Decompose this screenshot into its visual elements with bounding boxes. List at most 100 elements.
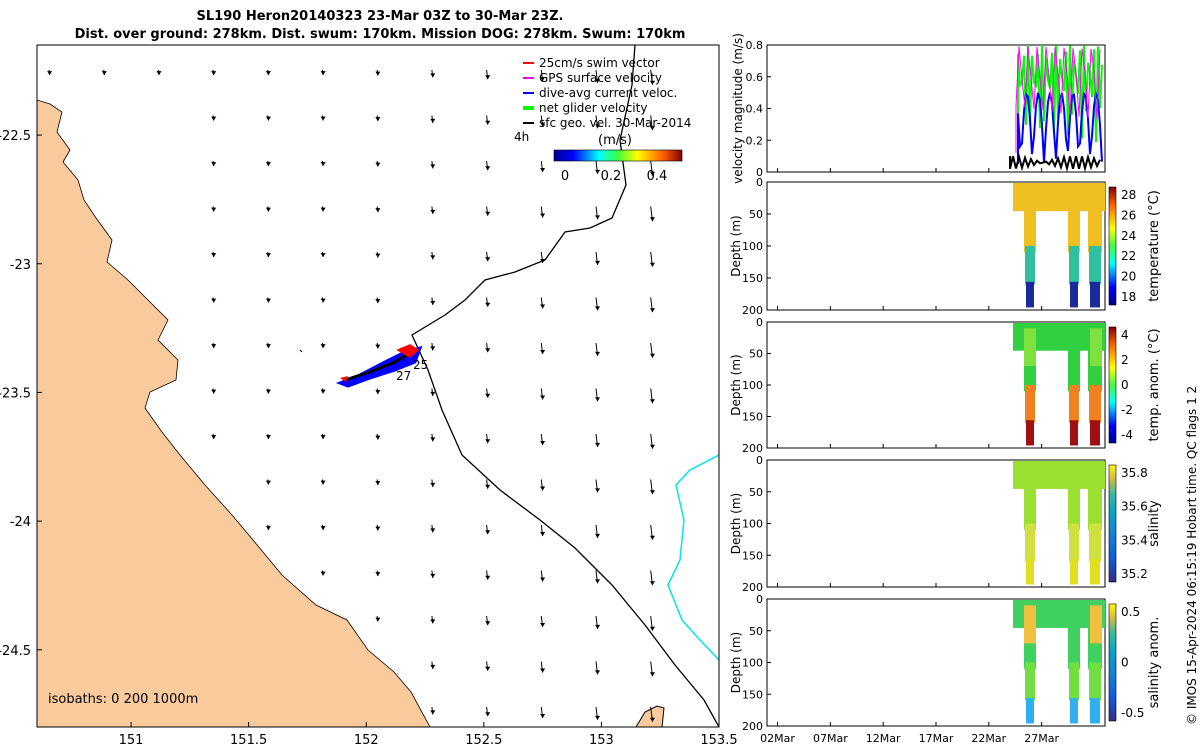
sfc-arrow-head [485,120,491,125]
sfc-arrow-head [595,260,601,265]
panel-ylabel: Depth (m) [729,354,743,415]
profile-column-mid [1025,523,1035,562]
sfc-arrow-head [375,435,381,440]
sfc-arrow-head [375,344,381,349]
panel-ytick-label: 100 [742,657,763,670]
panel-colorbar-tick: -2 [1121,403,1133,417]
time-tick-label: 22Mar [971,732,1006,745]
panel-ytick-label: 0 [756,454,763,467]
sfc-arrow-head [211,116,217,121]
sfc-arrow-head [430,573,436,578]
profile-column-mid [1025,246,1035,285]
sfc-arrow-head [430,664,436,669]
sfc-arrow-head [265,116,271,121]
time-tick-label: 12Mar [866,732,901,745]
sfc-arrow-head [540,395,546,400]
map-ytick-label: -22.5 [0,129,31,144]
sfc-arrow-head [595,715,601,720]
panel-colorbar-tick: -4 [1121,428,1133,442]
time-tick-label: 02Mar [760,732,795,745]
colorbar-tick: 0 [561,169,569,184]
sfc-arrow-head [320,344,326,349]
profile-column-upper [1088,207,1102,253]
sfc-arrow-head [430,164,436,169]
sfc-arrow-head [540,350,546,355]
sfc-arrow-head [265,298,271,303]
sfc-arrow-head [430,300,436,305]
profile-column-deep [1090,281,1100,308]
sfc-arrow-head [485,393,491,398]
sfc-arrow-head [211,344,217,349]
panel-colorbar-tick: 4 [1121,328,1129,342]
profile-anom-core [1024,328,1036,367]
glider-track [299,344,423,388]
sfc-arrow-head [430,391,436,396]
sfc-arrow-head [540,623,546,628]
sfc-arrow-head [595,215,601,220]
sfc-arrow-head [540,304,546,309]
sfc-arrow-head [430,710,436,715]
panel-colorbar-label: salinity anom. [1147,617,1162,709]
map-ytick-label: -23 [10,258,31,273]
map-xtick-label: 152.5 [465,733,502,748]
legend-label: net glider velocity [539,101,647,115]
sfc-arrow-head [649,490,655,495]
time-tick-label: 07Mar [813,732,848,745]
sfc-arrow-head [595,670,601,675]
map-xtick-label: 151.5 [230,733,267,748]
sfc-arrow-head [375,208,381,213]
profile-column-upper [1088,485,1102,530]
profile-column-deep [1090,559,1100,585]
sfc-arrow-head [211,71,217,76]
isobath-200 [411,45,719,727]
sfc-arrow-head [375,253,381,258]
sfc-arrow-head [540,213,546,218]
profile-column-mid [1069,246,1079,285]
panel-colorbar-tick: 20 [1121,270,1136,284]
profile-column-deep [1026,420,1034,446]
sfc-arrow-head [540,486,546,491]
isobath-label: isobaths: 0 200 1000m [48,692,198,707]
panel-colorbar [1108,186,1117,306]
sfc-arrow-head [485,211,491,216]
panel-ytick-label: 50 [749,348,763,361]
panel-colorbar-tick: 2 [1121,353,1129,367]
profile-surface-layer [1013,461,1105,489]
panel-ytick-label: 0.8 [746,39,764,52]
sfc-arrow-head [375,572,381,577]
chart-title: SL190 Heron20140323 23-Mar 03Z to 30-Mar… [196,9,564,24]
panel-colorbar-tick: 26 [1121,208,1136,222]
profile-column-deep [1070,281,1078,308]
sfc-arrow-head [595,169,601,174]
sfc-arrow-head [485,348,491,353]
sfc-arrow-head [265,435,271,440]
sfc-arrow-head [649,581,655,586]
sfc-arrow-head [540,122,546,127]
sfc-arrow-head [485,75,491,80]
panel-ytick-label: 0 [756,176,763,189]
sfc-arrow-head [540,259,546,264]
sfc-arrow-head [649,171,655,176]
colorbar-tick: 0.4 [647,169,668,184]
sfc-arrow-head [485,666,491,671]
sfc-arrow-head [430,255,436,260]
map-xtick-label: 153 [589,733,614,748]
sfc-arrow-head [211,253,217,258]
legend-label: dive-avg current veloc. [539,86,677,100]
sfc-arrow-head [485,439,491,444]
profile-column-upper [1068,207,1080,253]
panel-ytick-label: 0 [756,316,763,329]
panel-ytick-label: 200 [742,581,763,594]
profile-anom-core [1024,605,1036,644]
panel-colorbar-tick: 28 [1121,188,1136,202]
sfc-arrow-head [211,435,217,440]
profile-column-deep [1070,420,1078,446]
panel-ylabel: Depth (m) [729,215,743,276]
panel-colorbar-tick: 0 [1121,656,1129,670]
profile-column-deep [1070,559,1078,585]
velocity-colorbar [553,149,683,162]
sfc-arrow-head [320,71,326,76]
panel-ylabel: velocity magnitude (m/s) [731,33,745,184]
sfc-arrow-head [485,712,491,717]
panel-ytick-label: 100 [742,379,763,392]
